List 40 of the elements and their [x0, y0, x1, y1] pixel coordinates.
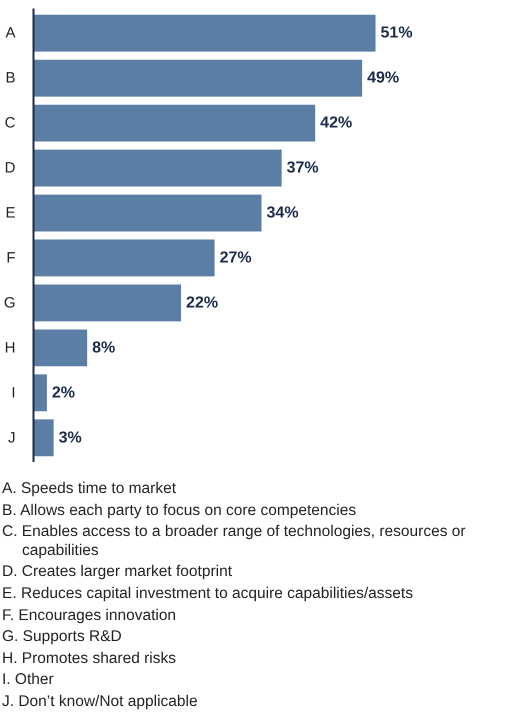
text: H. Promotes shared risks: [2, 650, 177, 668]
text: B. Allows each party to focus on core competencies: [2, 502, 358, 520]
text: E. Reduces capital investment to acquire capabilities/assets: [2, 584, 414, 604]
text: I. Other: [2, 671, 55, 690]
data-label: 2%: [52, 384, 76, 402]
bar: [34, 60, 362, 97]
data-label: 8%: [92, 339, 116, 356]
text: D. Creates larger market footprint: [2, 563, 234, 582]
data-label: 27%: [220, 249, 252, 266]
bar: [34, 284, 182, 322]
bar: [34, 14, 376, 52]
bar: [34, 329, 88, 366]
y-tick-label: I: [11, 384, 16, 402]
text: C. Enables access to a broader range of technologies, resources or capabilities: [2, 523, 467, 560]
text: G. Supports R&D: [2, 628, 123, 647]
y-tick-label: D: [4, 160, 16, 177]
text: F. Encourages innovation: [2, 606, 178, 626]
text: A. Speeds time to market: [2, 480, 178, 499]
y-tick-label: H: [4, 339, 16, 356]
data-label: 37%: [286, 160, 319, 177]
y-tick-label: C: [4, 114, 16, 132]
y-tick-label: J: [8, 429, 16, 446]
data-label: 49%: [367, 70, 400, 87]
bar: [34, 104, 316, 142]
y-tick-label: E: [5, 204, 16, 222]
data-label: 42%: [320, 114, 352, 132]
bar: [34, 194, 262, 232]
data-label: 3%: [58, 429, 82, 446]
bar: [34, 240, 215, 276]
y-tick-label: A: [5, 24, 16, 42]
y-tick-label: G: [4, 294, 16, 312]
text: J. Don’t know/Not applicable: [2, 692, 199, 712]
bar: [34, 150, 282, 187]
bar: [34, 374, 47, 412]
data-label: 22%: [186, 294, 218, 312]
data-label: 51%: [380, 24, 413, 42]
data-label: 34%: [266, 204, 299, 222]
y-tick-label: B: [5, 70, 16, 87]
y-tick-label: F: [6, 249, 16, 266]
bar: [34, 419, 54, 456]
